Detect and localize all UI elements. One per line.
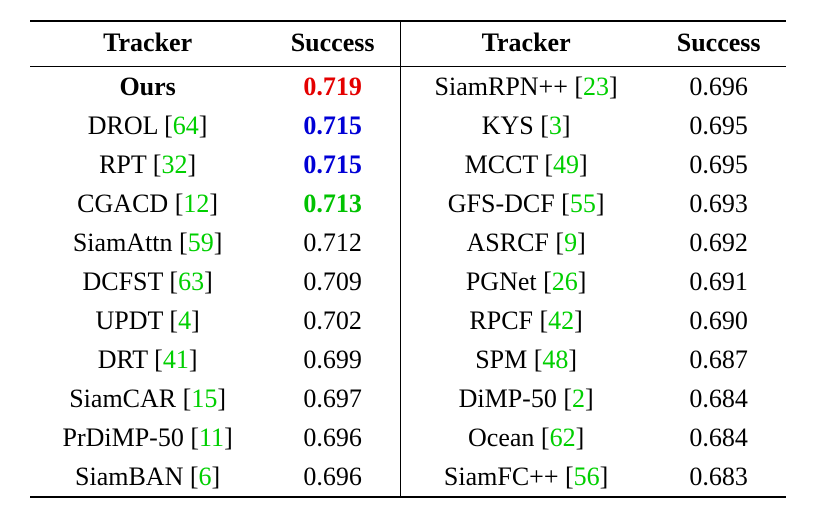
citation-ref[interactable]: 2: [572, 384, 585, 413]
tracker-name-left: UPDT [4]: [30, 301, 265, 340]
tracker-comparison-table: Tracker Success Tracker Success Ours 0.71…: [30, 20, 786, 498]
tracker-name-left: RPT [32]: [30, 145, 265, 184]
table-row: RPT [32]0.715MCCT [49]0.695: [30, 145, 786, 184]
table-row: DCFST [63]0.709PGNet [26]0.691: [30, 262, 786, 301]
tracker-label: DROL: [88, 111, 158, 140]
success-value-right: 0.695: [651, 145, 786, 184]
success-value-right: 0.691: [651, 262, 786, 301]
tracker-label: UPDT: [95, 306, 162, 335]
citation-ref[interactable]: 12: [183, 189, 209, 218]
tracker-name-right: SPM [48]: [400, 340, 651, 379]
citation-ref[interactable]: 3: [549, 111, 562, 140]
citation-ref[interactable]: 9: [564, 228, 577, 257]
tracker-name-left: SiamAttn [59]: [30, 223, 265, 262]
table-row: SiamAttn [59]0.712ASRCF [9]0.692: [30, 223, 786, 262]
tracker-name-right: SiamFC++ [56]: [400, 457, 651, 497]
success-value-left: 0.719: [265, 67, 400, 107]
citation-ref[interactable]: 11: [199, 423, 224, 452]
success-value-left: 0.713: [265, 184, 400, 223]
success-value-right: 0.683: [651, 457, 786, 497]
success-value-right: 0.684: [651, 418, 786, 457]
success-value-left: 0.697: [265, 379, 400, 418]
tracker-name-left: DRT [41]: [30, 340, 265, 379]
tracker-label: PrDiMP-50: [62, 423, 183, 452]
success-value-right: 0.693: [651, 184, 786, 223]
tracker-name-right: KYS [3]: [400, 106, 651, 145]
success-value-left: 0.699: [265, 340, 400, 379]
tracker-name-left: Ours: [30, 67, 265, 107]
tracker-label: SiamBAN: [75, 462, 183, 491]
citation-ref[interactable]: 49: [553, 150, 579, 179]
citation-ref[interactable]: 23: [583, 72, 609, 101]
tracker-label: CGACD: [77, 189, 168, 218]
citation-ref[interactable]: 41: [163, 345, 189, 374]
tracker-name-right: PGNet [26]: [400, 262, 651, 301]
success-value-right: 0.687: [651, 340, 786, 379]
citation-ref[interactable]: 42: [548, 306, 574, 335]
tracker-name-right: SiamRPN++ [23]: [400, 67, 651, 107]
success-value-left: 0.715: [265, 106, 400, 145]
success-value-left: 0.712: [265, 223, 400, 262]
tracker-name-right: DiMP-50 [2]: [400, 379, 651, 418]
tracker-name-left: PrDiMP-50 [11]: [30, 418, 265, 457]
citation-ref[interactable]: 64: [173, 111, 199, 140]
tracker-name-right: GFS-DCF [55]: [400, 184, 651, 223]
tracker-label: Ours: [119, 72, 175, 101]
success-value-right: 0.695: [651, 106, 786, 145]
table-row: DROL [64]0.715KYS [3]0.695: [30, 106, 786, 145]
col-tracker-right: Tracker: [400, 21, 651, 67]
table-header-row: Tracker Success Tracker Success: [30, 21, 786, 67]
table-row: PrDiMP-50 [11]0.696Ocean [62]0.684: [30, 418, 786, 457]
success-value-left: 0.696: [265, 418, 400, 457]
tracker-name-left: SiamCAR [15]: [30, 379, 265, 418]
table-row: SiamBAN [6]0.696SiamFC++ [56]0.683: [30, 457, 786, 497]
success-value-left: 0.709: [265, 262, 400, 301]
citation-ref[interactable]: 26: [552, 267, 578, 296]
success-value-right: 0.692: [651, 223, 786, 262]
success-value-right: 0.696: [651, 67, 786, 107]
tracker-name-right: ASRCF [9]: [400, 223, 651, 262]
tracker-name-left: CGACD [12]: [30, 184, 265, 223]
table-row: DRT [41]0.699SPM [48]0.687: [30, 340, 786, 379]
citation-ref[interactable]: 4: [178, 306, 191, 335]
citation-ref[interactable]: 48: [542, 345, 568, 374]
citation-ref[interactable]: 56: [574, 462, 600, 491]
citation-ref[interactable]: 63: [178, 267, 204, 296]
col-tracker-left: Tracker: [30, 21, 265, 67]
table-row: UPDT [4]0.702RPCF [42]0.690: [30, 301, 786, 340]
citation-ref[interactable]: 15: [191, 384, 217, 413]
tracker-name-right: MCCT [49]: [400, 145, 651, 184]
success-value-right: 0.690: [651, 301, 786, 340]
tracker-label: DRT: [98, 345, 148, 374]
tracker-name-left: SiamBAN [6]: [30, 457, 265, 497]
tracker-label: DCFST: [82, 267, 162, 296]
table-row: Ours 0.719SiamRPN++ [23]0.696: [30, 67, 786, 107]
tracker-name-right: RPCF [42]: [400, 301, 651, 340]
success-value-left: 0.715: [265, 145, 400, 184]
success-value-left: 0.696: [265, 457, 400, 497]
citation-ref[interactable]: 55: [570, 189, 596, 218]
success-value-right: 0.684: [651, 379, 786, 418]
success-value-left: 0.702: [265, 301, 400, 340]
table-row: CGACD [12]0.713GFS-DCF [55]0.693: [30, 184, 786, 223]
tracker-label: RPT: [99, 150, 146, 179]
tracker-name-left: DROL [64]: [30, 106, 265, 145]
table-row: SiamCAR [15]0.697DiMP-50 [2]0.684: [30, 379, 786, 418]
tracker-label: SiamCAR: [69, 384, 176, 413]
col-success-right: Success: [651, 21, 786, 67]
citation-ref[interactable]: 32: [161, 150, 187, 179]
tracker-name-right: Ocean [62]: [400, 418, 651, 457]
citation-ref[interactable]: 62: [550, 423, 576, 452]
citation-ref[interactable]: 59: [188, 228, 214, 257]
tracker-label: SiamAttn: [73, 228, 173, 257]
citation-ref[interactable]: 6: [199, 462, 212, 491]
col-success-left: Success: [265, 21, 400, 67]
tracker-name-left: DCFST [63]: [30, 262, 265, 301]
